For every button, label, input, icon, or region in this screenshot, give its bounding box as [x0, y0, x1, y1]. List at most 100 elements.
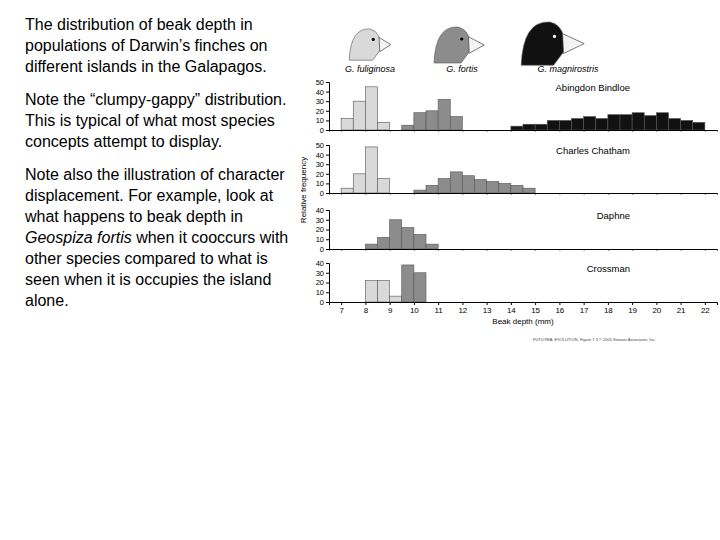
y-tick: 10 [316, 179, 329, 188]
y-tick-mark [326, 145, 329, 146]
x-tick [559, 193, 560, 195]
histogram-bar [353, 174, 365, 193]
panel-title: Abingdon Bindloe [556, 82, 630, 93]
y-tick-label: 40 [316, 259, 324, 268]
histogram-bar [402, 228, 414, 249]
panel: 01020304050 Charles Chatham [316, 141, 718, 198]
x-tick [390, 193, 391, 195]
x-tick [705, 130, 706, 132]
y-tick: 40 [316, 259, 329, 268]
species-label: G. magnirostris [537, 64, 599, 74]
x-tick [462, 193, 463, 195]
histogram-bar [378, 237, 390, 249]
x-tick [365, 249, 366, 251]
y-tick-label: 30 [316, 216, 324, 225]
x-tick-mark [487, 249, 488, 251]
x-tick-label: 21 [677, 306, 686, 315]
y-tick: 10 [316, 116, 329, 125]
histogram-bar [511, 126, 523, 130]
x-tick-label: 7 [339, 306, 344, 315]
y-tick-label: 20 [316, 107, 324, 116]
x-tick [487, 193, 488, 195]
x-tick: 16 [555, 302, 564, 315]
x-tick-mark [608, 249, 609, 251]
x-tick [341, 130, 342, 132]
x-tick [632, 130, 633, 132]
x-axis: 78910111213141516171819202122 [330, 302, 718, 315]
species-label: G. fuliginosa [345, 64, 395, 74]
x-tick [535, 193, 536, 195]
x-tick-mark [365, 249, 366, 251]
y-tick-label: 40 [316, 151, 324, 160]
histogram-bar [523, 188, 535, 193]
x-tick [511, 193, 512, 195]
x-tick-mark [438, 130, 439, 132]
histogram-bar [584, 117, 596, 130]
x-tick-label: 13 [483, 306, 492, 315]
bird-eye [372, 38, 375, 41]
x-tick-mark [656, 130, 657, 132]
x-tick-mark [511, 130, 512, 132]
x-tick-mark [584, 193, 585, 195]
x-tick: 13 [483, 302, 492, 315]
histogram-bar [450, 172, 462, 193]
x-tick: 17 [580, 302, 589, 315]
x-axis-line [330, 194, 718, 195]
y-tick: 20 [316, 170, 329, 179]
histogram-bar [632, 113, 644, 130]
x-tick-mark [487, 302, 488, 305]
x-tick-mark [487, 193, 488, 195]
panel-title: Daphne [597, 210, 630, 221]
text-run: Note the “clumpy-gappy” distribution. Th… [25, 91, 286, 150]
y-tick-mark [326, 155, 329, 156]
x-tick [487, 130, 488, 132]
x-tick-mark [705, 130, 706, 132]
x-tick [414, 249, 415, 251]
x-tick [511, 249, 512, 251]
x-tick [656, 193, 657, 195]
x-tick-mark [341, 193, 342, 195]
x-tick-mark [705, 193, 706, 195]
x-tick-label: 15 [531, 306, 540, 315]
y-tick-mark [326, 82, 329, 83]
histogram-bar [620, 115, 632, 130]
y-tick-label: 50 [316, 141, 324, 150]
histogram-bar [378, 281, 390, 302]
histogram-bar [426, 244, 438, 249]
bird-head-shape [521, 22, 564, 65]
bird-head [434, 27, 484, 63]
histogram-bar [462, 176, 474, 193]
x-tick [608, 130, 609, 132]
y-tick: 30 [316, 160, 329, 169]
x-tick-mark [559, 302, 560, 305]
x-tick: 10 [410, 302, 419, 315]
x-tick: 20 [652, 302, 661, 315]
x-tick [656, 249, 657, 251]
x-tick [632, 193, 633, 195]
y-tick-label: 0 [320, 189, 324, 198]
x-tick [559, 130, 560, 132]
bird-head [521, 22, 584, 65]
x-tick-mark [559, 193, 560, 195]
x-tick [608, 193, 609, 195]
x-tick [487, 249, 488, 251]
x-tick-mark [390, 302, 391, 305]
histogram-bar [438, 179, 450, 193]
x-tick [462, 249, 463, 251]
y-tick-mark [326, 220, 329, 221]
x-tick-mark [632, 249, 633, 251]
x-tick [681, 130, 682, 132]
x-tick [438, 193, 439, 195]
y-axis: 010203040 [316, 206, 330, 254]
y-axis: 01020304050 [316, 78, 330, 135]
bird-eye [460, 37, 463, 40]
x-tick-mark [535, 193, 536, 195]
x-tick-mark [535, 302, 536, 305]
x-tick [584, 193, 585, 195]
histogram-bar [365, 281, 377, 302]
y-tick: 10 [316, 288, 329, 297]
panel-title: Charles Chatham [556, 145, 630, 156]
x-tick-mark [365, 193, 366, 195]
x-tick-mark [414, 193, 415, 195]
x-tick-mark [535, 249, 536, 251]
